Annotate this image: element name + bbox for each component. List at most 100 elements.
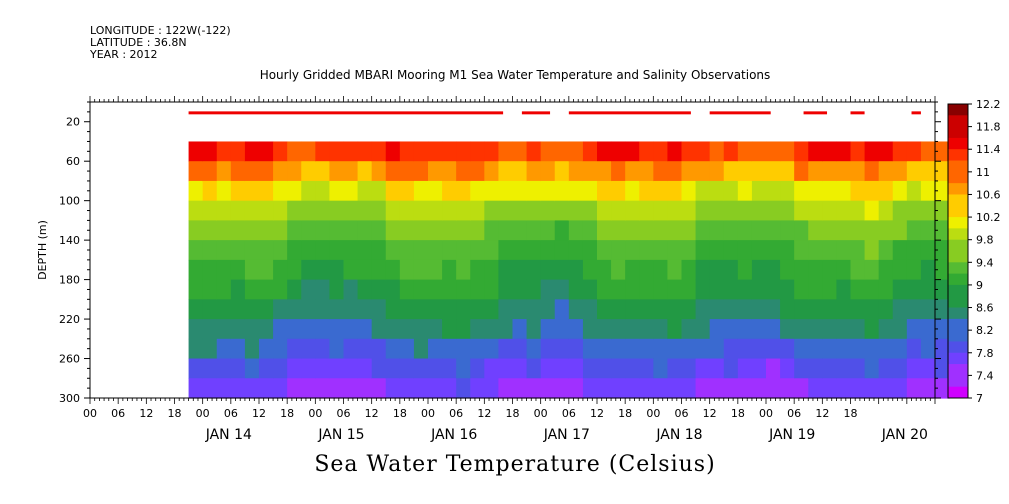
heatmap-cell: [512, 279, 528, 300]
heatmap-cell: [498, 358, 514, 379]
heatmap-cell: [597, 338, 612, 360]
heatmap-cell: [836, 220, 852, 241]
heatmap-cell: [540, 259, 556, 281]
heatmap-cell: [625, 180, 640, 202]
heatmap-cell: [216, 378, 232, 399]
heatmap-cell: [864, 200, 880, 221]
x-hour-label: 00: [759, 407, 773, 420]
heatmap-cell: [766, 319, 781, 340]
heatmap-cell: [554, 378, 570, 399]
heatmap-cell: [582, 180, 598, 202]
heatmap-cell: [639, 240, 654, 261]
heatmap-cell: [653, 180, 669, 202]
heatmap-cell: [723, 279, 739, 300]
heatmap-cell: [216, 240, 232, 261]
heatmap-cell: [794, 180, 809, 202]
heatmap-cell: [611, 279, 626, 300]
colorbar-label: 11.4: [976, 143, 1001, 156]
heatmap-cell: [582, 279, 598, 300]
heatmap-cell: [935, 220, 950, 241]
heatmap-cell: [315, 240, 331, 261]
heatmap-cell: [287, 299, 302, 320]
heatmap-cell: [681, 180, 697, 202]
x-hour-label: 06: [787, 407, 801, 420]
heatmap-cell: [568, 279, 584, 300]
heatmap-cell: [470, 338, 485, 360]
heatmap-cell: [456, 240, 471, 261]
heatmap-cell: [751, 319, 767, 340]
heatmap-cell: [554, 338, 570, 360]
heatmap-cell: [202, 259, 218, 281]
x-day-label: JAN 20: [881, 427, 928, 443]
heatmap-cell: [681, 358, 697, 379]
heatmap-cell: [766, 220, 781, 241]
heatmap-cell: [244, 161, 260, 182]
heatmap-cell: [878, 259, 894, 281]
heatmap-cell: [540, 200, 556, 221]
heatmap-cell: [850, 319, 866, 340]
heatmap-cell: [681, 161, 697, 182]
heatmap-cell: [259, 161, 274, 182]
heatmap-cell: [920, 161, 936, 182]
heatmap-cell: [470, 200, 485, 221]
heatmap-cell: [301, 220, 316, 241]
heatmap-cell: [878, 279, 894, 300]
heatmap-cell: [315, 358, 331, 379]
heatmap-cell: [188, 141, 204, 162]
heatmap-cell: [526, 358, 542, 379]
heatmap-cell: [512, 161, 528, 182]
y-axis: 20 60 100 140 180 220 260 300: [59, 101, 941, 405]
heatmap-cell: [906, 279, 922, 300]
heatmap-cell: [597, 299, 612, 320]
heatmap-cell: [329, 161, 345, 182]
heatmap-cell: [512, 299, 528, 320]
heatmap-cell: [357, 279, 373, 300]
heatmap-cell: [399, 240, 415, 261]
heatmap-cell: [808, 358, 823, 379]
heatmap-cell: [230, 279, 246, 300]
x-hour-label: 18: [731, 407, 745, 420]
heatmap-cell: [512, 200, 528, 221]
heatmap-cell: [906, 161, 922, 182]
heatmap-cell: [202, 161, 218, 182]
heatmap-cell: [554, 200, 570, 221]
heatmap-cell: [287, 319, 302, 340]
x-hour-label: 18: [506, 407, 520, 420]
heatmap-cell: [273, 299, 288, 320]
heatmap-cell: [554, 319, 570, 340]
heatmap-cell: [385, 259, 401, 281]
heatmap-cell: [230, 220, 246, 241]
heatmap-cell: [357, 200, 373, 221]
heatmap-cell: [723, 299, 739, 320]
heatmap-cell: [329, 358, 345, 379]
heatmap-cell: [371, 358, 387, 379]
heatmap-cell: [442, 378, 457, 399]
heatmap-cell: [864, 338, 880, 360]
heatmap-cell: [385, 161, 401, 182]
heatmap-cell: [639, 200, 654, 221]
heatmap-cell: [920, 319, 936, 340]
colorbar-label: 8.6: [976, 302, 994, 315]
heatmap-cell: [188, 200, 204, 221]
heatmap-cell: [202, 240, 218, 261]
heatmap-cell: [568, 200, 584, 221]
heatmap-cell: [850, 240, 866, 261]
heatmap-cell: [667, 220, 683, 241]
heatmap-cell: [582, 378, 598, 399]
heatmap-cell: [301, 259, 316, 281]
heatmap-cell: [456, 180, 471, 202]
heatmap-cell: [244, 299, 260, 320]
heatmap-cell: [808, 180, 823, 202]
heatmap-cell: [850, 279, 866, 300]
heatmap-cell: [428, 180, 443, 202]
heatmap-cell: [695, 259, 711, 281]
heatmap-cell: [766, 259, 781, 281]
heatmap-cell: [695, 299, 711, 320]
heatmap-cell: [780, 259, 795, 281]
heatmap-cell: [273, 358, 288, 379]
heatmap-cell: [357, 180, 373, 202]
heatmap-cell: [188, 240, 204, 261]
heatmap-cell: [836, 240, 852, 261]
heatmap-cell: [244, 259, 260, 281]
heatmap-cell: [737, 338, 753, 360]
